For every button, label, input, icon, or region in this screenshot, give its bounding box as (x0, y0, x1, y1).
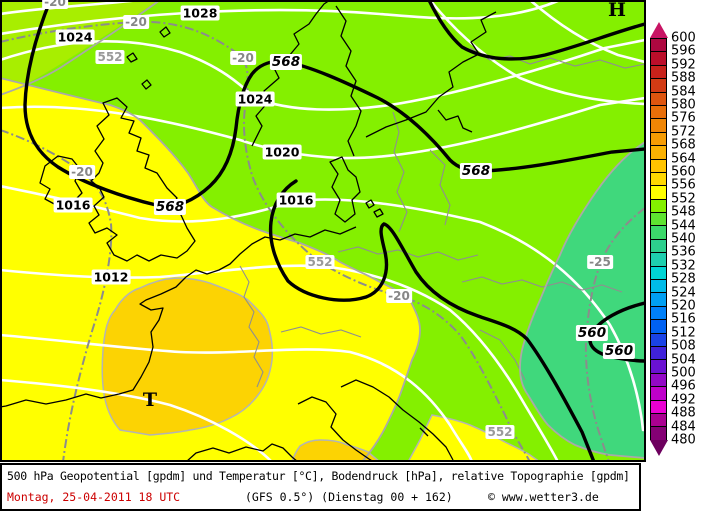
colorbar-tick-label: 552 (671, 191, 696, 207)
colorbar-cell (651, 373, 666, 388)
colorbar-tick-label: 532 (671, 258, 696, 274)
weather-map-canvas (0, 0, 644, 462)
colorbar-tick-label: 560 (671, 164, 696, 180)
colorbar-cell (651, 92, 666, 106)
colorbar-tick-label: 496 (671, 378, 696, 394)
colorbar-cell (651, 65, 666, 80)
colorbar-tick-label: 492 (671, 392, 696, 408)
colorbar-tick-label: 600 (671, 30, 696, 46)
colorbar-cell (651, 132, 666, 147)
caption-title: 500 hPa Geopotential [gpdm] und Temperat… (7, 469, 630, 483)
colorbar-tick-label: 516 (671, 311, 696, 327)
colorbar-cell (651, 159, 666, 173)
colorbar-cell (651, 79, 666, 93)
colorbar-arrow-down-icon (650, 440, 668, 456)
colorbar-cell (651, 105, 666, 120)
colorbar-tick-label: 484 (671, 419, 696, 435)
colorbar-cell (651, 52, 666, 66)
colorbar-cell (651, 387, 666, 401)
colorbar-tick-label: 480 (671, 432, 696, 448)
colorbar-cell (651, 306, 666, 321)
colorbar-cell (651, 427, 666, 441)
colorbar-tick-label: 524 (671, 285, 696, 301)
colorbar-tick-label: 548 (671, 204, 696, 220)
region-gold-france (101, 277, 274, 436)
colorbar-tick-label: 584 (671, 84, 696, 100)
isobar-lines (0, 0, 644, 462)
colorbar-tick-label: 556 (671, 177, 696, 193)
colorbar-cell (651, 239, 666, 254)
colorbar-tick-label: 536 (671, 244, 696, 260)
colorbar-tick-label: 544 (671, 218, 696, 234)
colorbar-cell (651, 360, 666, 374)
colorbar-cell (651, 213, 666, 227)
colorbar-cell (651, 172, 666, 187)
colorbar-tick-label: 568 (671, 137, 696, 153)
caption-date: Montag, 25-04-2011 18 UTC (7, 490, 181, 504)
colorbar-cell (651, 39, 666, 53)
colorbar-tick-label: 528 (671, 271, 696, 287)
colorbar-tick-label: 540 (671, 231, 696, 247)
colorbar: 600 596 592 588 584 580 576 572 568 564 560 556 552 5… (650, 22, 704, 470)
caption-box: 500 hPa Geopotential [gpdm] und Temperat… (0, 463, 641, 511)
colorbar-cell (651, 320, 666, 334)
colorbar-tick-label: 576 (671, 110, 696, 126)
country-borders (239, 47, 644, 388)
colorbar-cell (651, 400, 666, 414)
colorbar-cell (651, 280, 666, 294)
colorbar-tick-label: 580 (671, 97, 696, 113)
colorbar-cell (651, 253, 666, 267)
map-area: -20 1028 -20 1024 552 -20 568 1024 1020 -20 1016 10… (0, 0, 646, 462)
colorbar-cell (651, 333, 666, 347)
region-gold-adriatic (291, 439, 382, 462)
colorbar-arrow-up-icon (650, 22, 668, 38)
colorbar-tick-label: 500 (671, 365, 696, 381)
colorbar-tick-label: 512 (671, 325, 696, 341)
colorbar-tick-label: 588 (671, 70, 696, 86)
colorbar-cell (651, 266, 666, 281)
colorbar-tick-label: 592 (671, 57, 696, 73)
colorbar-cell (651, 413, 666, 428)
colorbar-cell (651, 199, 666, 214)
colorbar-cell (651, 119, 666, 133)
colorbar-cell (651, 293, 666, 307)
colorbar-cells (650, 38, 667, 441)
colorbar-tick-label: 488 (671, 405, 696, 421)
coastlines (0, 0, 497, 462)
colorbar-tick-label: 596 (671, 43, 696, 59)
map-frame (0, 0, 644, 462)
colorbar-cell (651, 226, 666, 240)
colorbar-tick-label: 520 (671, 298, 696, 314)
colorbar-tick-label: 508 (671, 338, 696, 354)
colorbar-tick-label: 504 (671, 352, 696, 368)
colorbar-tick-label: 572 (671, 124, 696, 140)
caption-copyright: © www.wetter3.de (488, 490, 599, 504)
colorbar-tick-label: 564 (671, 151, 696, 167)
colorbar-cell (651, 146, 666, 160)
temperature-lines (0, 20, 644, 462)
colorbar-cell (651, 186, 666, 200)
colorbar-cell (651, 346, 666, 361)
caption-details: Montag, 25-04-2011 18 UTC (GFS 0.5°) (Di… (2, 490, 639, 508)
caption-model-run: (GFS 0.5°) (Dienstag 00 + 162) (245, 490, 453, 504)
colorbar-ticks: 600 596 592 588 584 580 576 572 568 564 560 556 552 5… (671, 31, 704, 448)
